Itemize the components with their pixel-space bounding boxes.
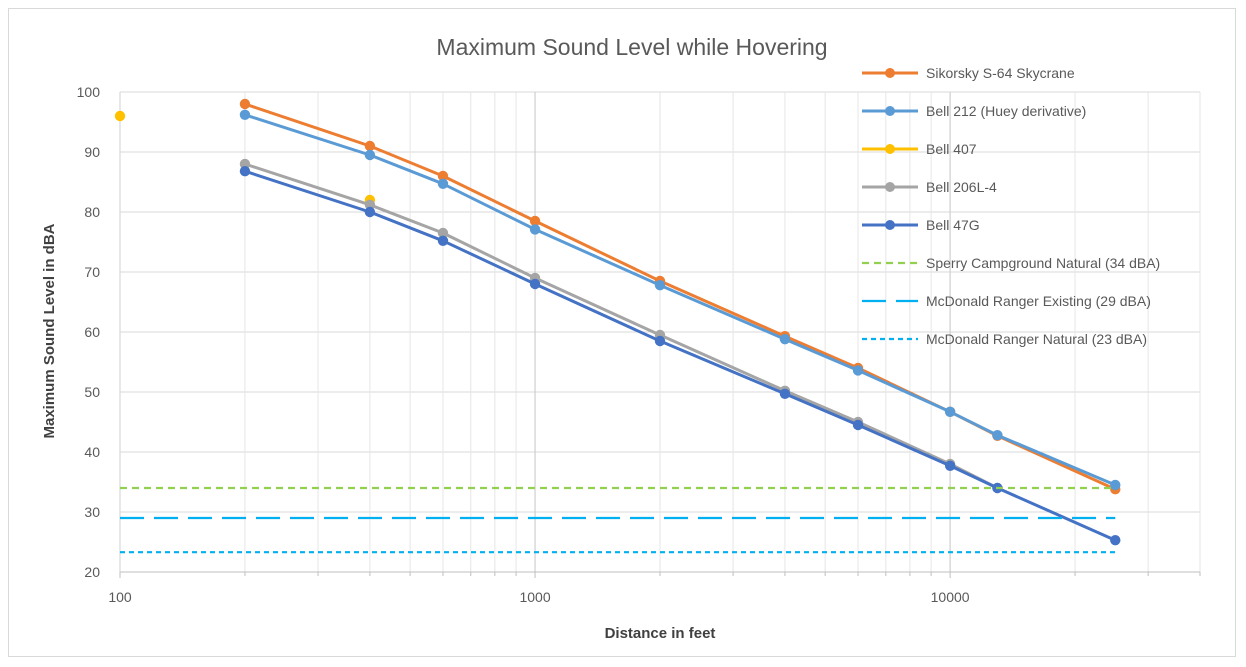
legend-swatch-marker bbox=[885, 106, 895, 116]
legend-label: Bell 47G bbox=[926, 217, 980, 233]
data-point bbox=[365, 207, 375, 217]
data-point bbox=[240, 110, 250, 120]
data-point bbox=[438, 179, 448, 189]
legend-item: Sperry Campground Natural (34 dBA) bbox=[862, 255, 1160, 271]
legend-label: Bell 206L-4 bbox=[926, 179, 997, 195]
legend-label: McDonald Ranger Natural (23 dBA) bbox=[926, 331, 1147, 347]
data-point bbox=[240, 99, 250, 109]
legend-item: Bell 212 (Huey derivative) bbox=[862, 103, 1086, 119]
y-tick-label: 40 bbox=[84, 444, 100, 460]
series-layer bbox=[115, 99, 1121, 552]
y-tick-label: 90 bbox=[84, 144, 100, 160]
data-point bbox=[655, 280, 665, 290]
x-tick-label: 10000 bbox=[931, 589, 970, 605]
legend-label: Bell 212 (Huey derivative) bbox=[926, 103, 1086, 119]
data-point bbox=[438, 236, 448, 246]
x-tick-label: 1000 bbox=[519, 589, 550, 605]
series-line bbox=[245, 171, 1115, 540]
data-point bbox=[530, 224, 540, 234]
data-point bbox=[853, 365, 863, 375]
y-tick-label: 80 bbox=[84, 204, 100, 220]
data-point bbox=[853, 420, 863, 430]
legend-item: Bell 206L-4 bbox=[862, 179, 997, 195]
data-point bbox=[945, 461, 955, 471]
legend: Sikorsky S-64 Skycrane Bell 212 (Huey der… bbox=[862, 65, 1160, 347]
data-point bbox=[945, 407, 955, 417]
legend-label: Sikorsky S-64 Skycrane bbox=[926, 65, 1075, 81]
legend-swatch-marker bbox=[885, 144, 895, 154]
legend-item: McDonald Ranger Existing (29 dBA) bbox=[862, 293, 1151, 309]
y-tick-label: 100 bbox=[77, 84, 101, 100]
legend-label: Bell 407 bbox=[926, 141, 977, 157]
legend-label: McDonald Ranger Existing (29 dBA) bbox=[926, 293, 1151, 309]
y-tick-label: 20 bbox=[84, 564, 100, 580]
data-point bbox=[992, 430, 1002, 440]
data-point bbox=[780, 334, 790, 344]
legend-item: McDonald Ranger Natural (23 dBA) bbox=[862, 331, 1147, 347]
x-axis-title: Distance in feet bbox=[605, 625, 716, 642]
series-line bbox=[245, 164, 997, 488]
data-point bbox=[240, 166, 250, 176]
legend-swatch-marker bbox=[885, 182, 895, 192]
data-point bbox=[655, 336, 665, 346]
x-tick-label: 100 bbox=[108, 589, 132, 605]
data-point bbox=[365, 150, 375, 160]
legend-item: Bell 407 bbox=[862, 141, 977, 157]
y-tick-label: 50 bbox=[84, 384, 100, 400]
legend-swatch-marker bbox=[885, 68, 895, 78]
legend-label: Sperry Campground Natural (34 dBA) bbox=[926, 255, 1160, 271]
data-point bbox=[1110, 535, 1120, 545]
y-tick-label: 30 bbox=[84, 504, 100, 520]
legend-swatch-marker bbox=[885, 220, 895, 230]
y-tick-label: 70 bbox=[84, 264, 100, 280]
legend-item: Bell 47G bbox=[862, 217, 980, 233]
data-point bbox=[780, 389, 790, 399]
data-point bbox=[530, 279, 540, 289]
legend-item: Sikorsky S-64 Skycrane bbox=[862, 65, 1075, 81]
y-axis-title: Maximum Sound Level in dBA bbox=[41, 223, 58, 438]
chart-title: Maximum Sound Level while Hovering bbox=[436, 34, 827, 60]
data-point bbox=[365, 141, 375, 151]
data-point bbox=[1110, 480, 1120, 490]
y-tick-label: 60 bbox=[84, 324, 100, 340]
series-3 bbox=[240, 159, 1003, 493]
data-point bbox=[115, 111, 125, 121]
